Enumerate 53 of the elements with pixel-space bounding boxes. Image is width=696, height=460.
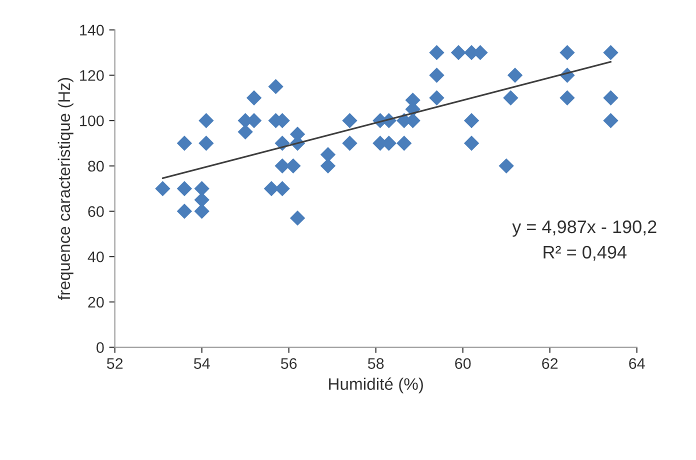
y-tick-label: 140: [80, 24, 104, 36]
x-tick-label: 58: [368, 358, 384, 369]
point: [603, 44, 618, 60]
y-tick-label: 40: [88, 251, 104, 262]
point: [176, 136, 192, 151]
point: [194, 192, 210, 208]
point: [194, 204, 210, 219]
y-tick-label: 60: [88, 206, 104, 217]
point: [342, 112, 358, 128]
point: [603, 112, 618, 128]
point: [507, 68, 523, 83]
point: [320, 146, 336, 162]
point: [198, 112, 214, 128]
annotation: R² = 0,494: [544, 246, 627, 261]
y-tick-label: 20: [88, 296, 104, 308]
point: [429, 90, 444, 106]
point: [498, 158, 514, 174]
point: [176, 204, 192, 219]
y-tick-label: 100: [80, 115, 104, 126]
point: [320, 158, 336, 174]
point: [429, 68, 444, 83]
y-tick-label: 120: [80, 70, 104, 81]
point: [560, 90, 575, 106]
point: [560, 44, 575, 60]
point: [274, 180, 290, 196]
x-axis-title: Humidité (%): [329, 378, 423, 394]
point: [286, 158, 301, 174]
point: [198, 136, 214, 151]
x-tick-label: 62: [542, 358, 558, 369]
y-tick-label: 0: [96, 342, 104, 353]
point: [268, 78, 284, 94]
point: [503, 90, 518, 106]
point: [464, 112, 480, 128]
x-tick-label: 60: [455, 358, 471, 369]
y-tick-label: 80: [88, 160, 104, 172]
x-tick-label: 56: [280, 358, 297, 369]
point: [238, 124, 253, 140]
point: [464, 136, 480, 151]
point: [290, 210, 306, 226]
point: [155, 180, 170, 196]
point: [246, 90, 262, 106]
x-tick-label: 52: [106, 358, 123, 369]
point: [396, 136, 412, 151]
annotation: y = 4,987x - 190,2: [512, 220, 656, 237]
y-axis-title: frequence caracteristique (Hz): [58, 78, 74, 300]
point: [450, 44, 466, 60]
point: [176, 180, 192, 196]
x-tick-label: 64: [629, 358, 645, 369]
point: [603, 90, 618, 106]
point: [342, 136, 358, 151]
point: [194, 180, 210, 196]
point: [429, 44, 444, 60]
x-tick-label: 54: [194, 358, 210, 369]
